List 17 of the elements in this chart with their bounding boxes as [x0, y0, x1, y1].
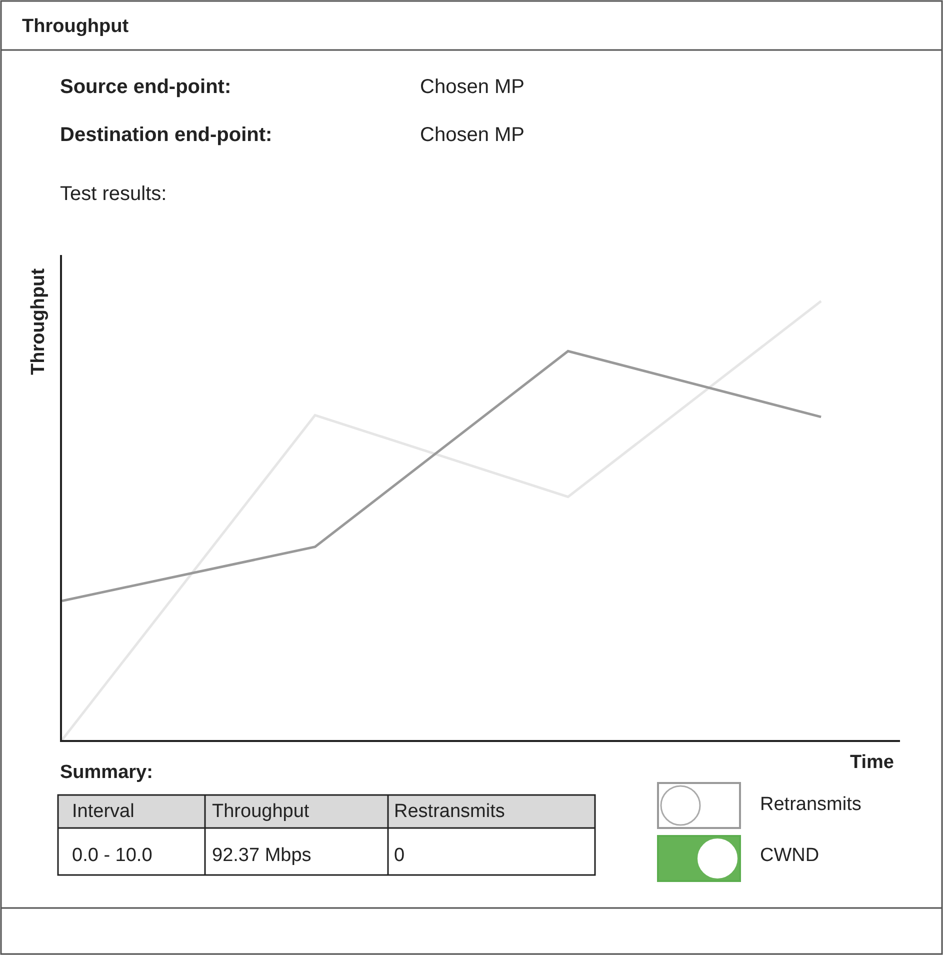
text: Restransmits	[394, 801, 505, 822]
source-note: Source end-point:	[60, 76, 232, 98]
text: Throughput	[212, 801, 310, 822]
x-axis-title: Time	[850, 752, 894, 773]
text: 0.0 - 10.0	[72, 845, 152, 866]
text: Chosen MP	[420, 76, 524, 98]
text: CWND	[760, 845, 820, 866]
text: 0	[394, 845, 405, 866]
text: Chosen MP	[420, 124, 524, 146]
text: Test results:	[60, 183, 167, 205]
chart-title: Throughput	[22, 16, 130, 37]
text: 92.37 Mbps	[212, 845, 312, 866]
text: Interval	[72, 801, 134, 822]
text: Retransmits	[760, 794, 862, 815]
y-axis-title: Throughput	[28, 268, 49, 375]
text: Destination end-point:	[60, 124, 272, 146]
text: Summary:	[60, 762, 153, 783]
